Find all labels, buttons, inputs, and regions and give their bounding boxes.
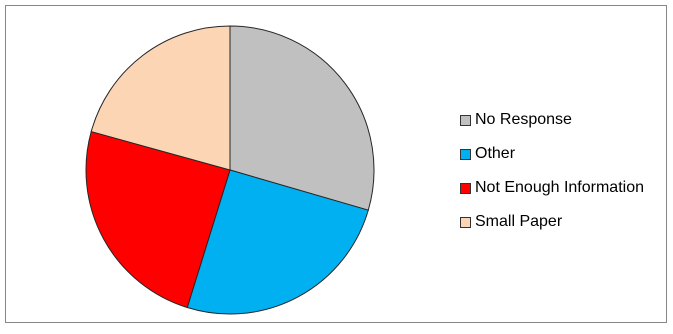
legend-label-small-paper: Small Paper: [475, 213, 563, 230]
legend: No Response Other Not Enough Information…: [460, 111, 644, 248]
legend-item-other: Other: [460, 145, 644, 162]
pie-slice-small-paper: [90, 25, 231, 171]
pie-slice-not-enough-information: [85, 130, 231, 309]
legend-swatch-small-paper: [460, 216, 471, 228]
legend-label-not-enough-information: Not Enough Information: [475, 179, 644, 196]
legend-item-small-paper: Small Paper: [460, 213, 644, 230]
chart-area: No Response Other Not Enough Information…: [5, 5, 667, 323]
legend-item-not-enough-information: Not Enough Information: [460, 179, 644, 196]
legend-label-no-response: No Response: [475, 111, 572, 128]
legend-swatch-other: [460, 148, 471, 160]
legend-label-other: Other: [475, 145, 516, 162]
legend-swatch-no-response: [460, 114, 471, 126]
pie-slice-no-response: [229, 25, 375, 211]
pie-chart: [85, 25, 375, 315]
legend-item-no-response: No Response: [460, 111, 644, 128]
legend-swatch-not-enough-information: [460, 182, 471, 194]
pie-slice-other: [186, 169, 369, 315]
